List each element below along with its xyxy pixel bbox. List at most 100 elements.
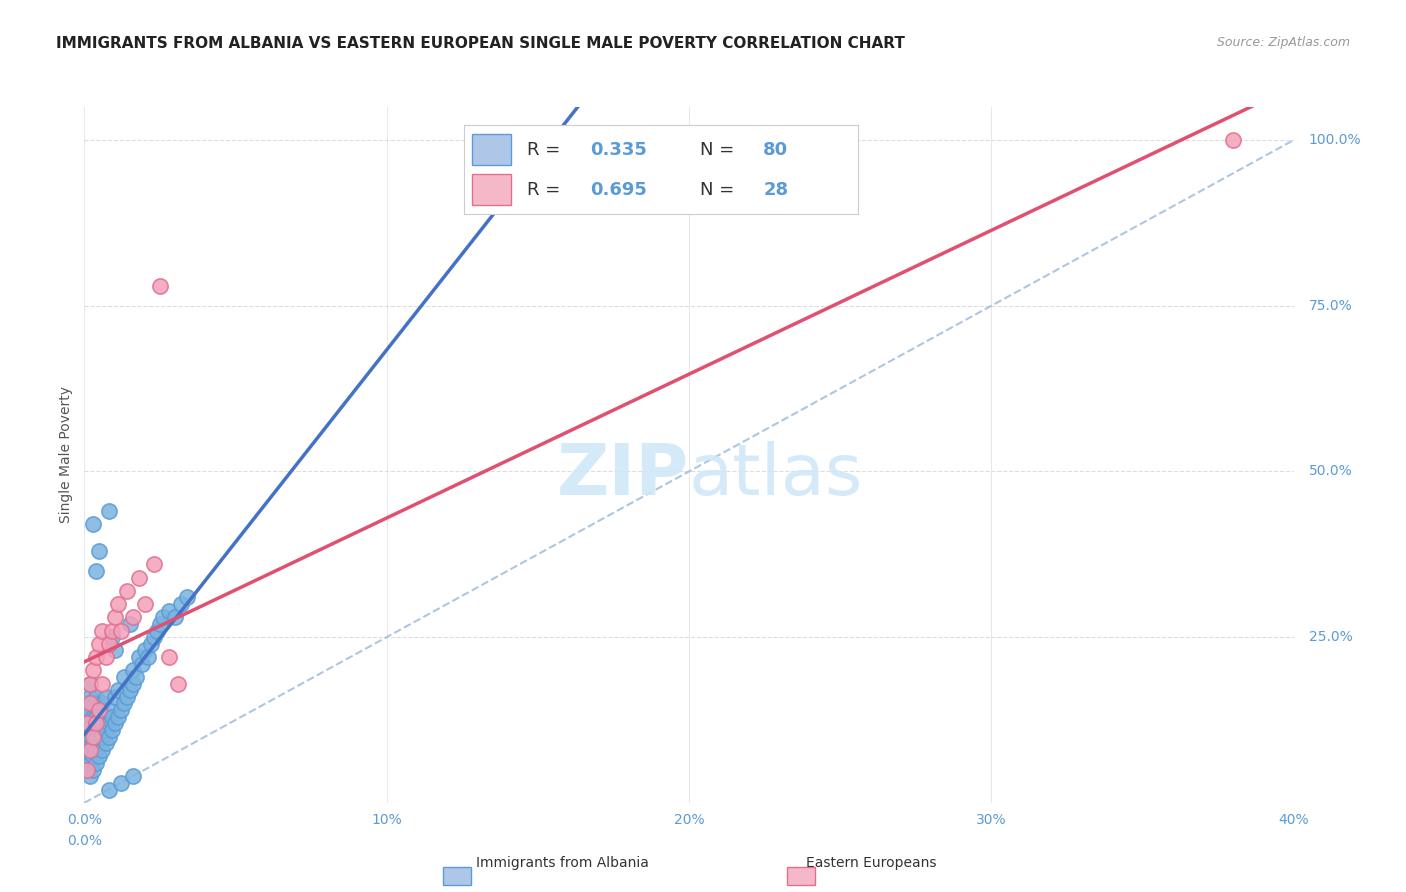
Point: [104, 716, 127, 731]
Point: [86, 690, 108, 704]
Text: 0.335: 0.335: [591, 141, 647, 159]
Point: [79, 743, 101, 757]
Point: [91, 716, 114, 731]
Point: [91, 624, 114, 638]
Point: [110, 624, 132, 638]
Point: [112, 670, 135, 684]
Point: [79, 743, 101, 757]
Point: [157, 650, 180, 665]
Point: [82, 749, 104, 764]
Point: [97, 782, 120, 797]
Point: [134, 643, 156, 657]
Point: [104, 643, 127, 657]
Point: [89, 749, 111, 764]
Text: N =: N =: [700, 141, 740, 159]
Point: [91, 730, 114, 744]
Point: [89, 723, 111, 737]
Text: 28: 28: [763, 181, 789, 199]
Point: [94, 723, 117, 737]
Point: [115, 690, 138, 704]
Point: [86, 650, 108, 665]
Point: [86, 756, 108, 770]
Point: [76, 723, 98, 737]
Text: R =: R =: [527, 141, 567, 159]
Point: [100, 709, 122, 723]
Point: [86, 730, 108, 744]
Point: [79, 703, 101, 717]
Point: [121, 663, 143, 677]
Point: [79, 676, 101, 690]
Point: [94, 736, 117, 750]
Point: [86, 716, 108, 731]
Point: [82, 697, 104, 711]
Point: [118, 683, 141, 698]
Point: [142, 630, 165, 644]
Point: [79, 769, 101, 783]
Text: 25.0%: 25.0%: [1309, 630, 1353, 644]
Point: [86, 564, 108, 578]
Point: [167, 676, 190, 690]
Text: IMMIGRANTS FROM ALBANIA VS EASTERN EUROPEAN SINGLE MALE POVERTY CORRELATION CHAR: IMMIGRANTS FROM ALBANIA VS EASTERN EUROP…: [56, 36, 905, 51]
Point: [142, 558, 165, 572]
Point: [170, 597, 193, 611]
Point: [97, 504, 120, 518]
Point: [97, 716, 120, 731]
Point: [76, 716, 98, 731]
Point: [157, 604, 180, 618]
Point: [97, 730, 120, 744]
Point: [100, 624, 122, 638]
Point: [76, 716, 98, 731]
Text: 80: 80: [763, 141, 789, 159]
Point: [89, 736, 111, 750]
Point: [76, 749, 98, 764]
Point: [94, 650, 117, 665]
Point: [176, 591, 198, 605]
Point: [79, 736, 101, 750]
Point: [107, 709, 129, 723]
Point: [97, 637, 120, 651]
Point: [79, 690, 101, 704]
Point: [91, 676, 114, 690]
Point: [163, 610, 186, 624]
Point: [91, 743, 114, 757]
Point: [86, 743, 108, 757]
Point: [79, 676, 101, 690]
Point: [76, 763, 98, 777]
Point: [91, 697, 114, 711]
FancyBboxPatch shape: [472, 174, 512, 205]
Point: [149, 616, 172, 631]
Point: [121, 610, 143, 624]
Point: [82, 709, 104, 723]
Point: [104, 690, 127, 704]
Point: [76, 730, 98, 744]
Point: [121, 769, 143, 783]
Point: [89, 544, 111, 558]
Text: atlas: atlas: [689, 442, 863, 510]
Point: [94, 709, 117, 723]
Point: [131, 657, 153, 671]
Point: [100, 630, 122, 644]
Point: [121, 676, 143, 690]
Point: [125, 670, 148, 684]
Text: 50.0%: 50.0%: [1309, 465, 1353, 478]
Point: [110, 776, 132, 790]
Text: 75.0%: 75.0%: [1309, 299, 1353, 313]
Text: 0.695: 0.695: [591, 181, 647, 199]
Point: [112, 697, 135, 711]
Point: [149, 279, 172, 293]
Point: [79, 730, 101, 744]
Point: [139, 637, 162, 651]
Text: Immigrants from Albania: Immigrants from Albania: [477, 855, 648, 870]
Text: N =: N =: [700, 181, 740, 199]
Point: [118, 616, 141, 631]
Point: [89, 637, 111, 651]
Point: [82, 736, 104, 750]
Point: [89, 703, 111, 717]
Point: [82, 723, 104, 737]
Point: [86, 709, 108, 723]
Point: [82, 663, 104, 677]
Y-axis label: Single Male Poverty: Single Male Poverty: [59, 386, 73, 524]
Point: [76, 743, 98, 757]
Point: [79, 697, 101, 711]
Point: [97, 703, 120, 717]
